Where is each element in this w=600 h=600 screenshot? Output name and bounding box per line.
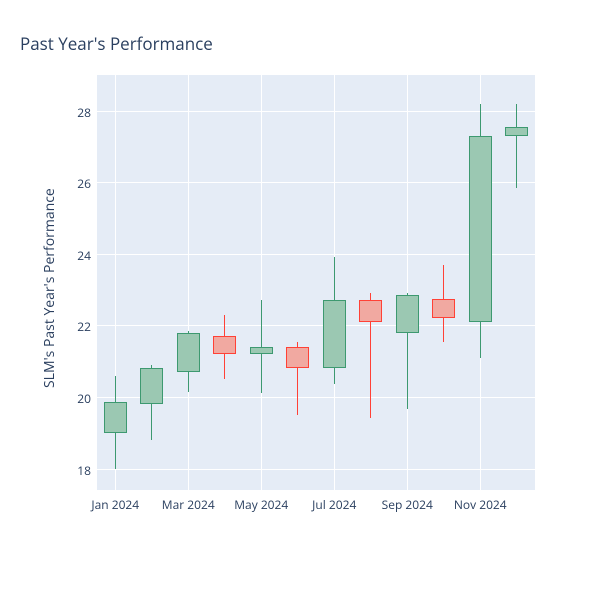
y-tick-label: 26 <box>61 175 91 192</box>
x-tick-label: Nov 2024 <box>454 496 507 513</box>
y-tick-label: 22 <box>61 318 91 335</box>
candle-down <box>359 300 382 321</box>
candle-down <box>286 347 309 368</box>
candle-down <box>432 299 455 319</box>
plot-area <box>97 75 535 490</box>
x-tick-label: Sep 2024 <box>382 496 433 513</box>
candle-up <box>104 402 127 432</box>
candle-wick <box>516 104 517 188</box>
gridline-h <box>97 469 535 470</box>
gridline-h <box>97 111 535 112</box>
y-tick-label: 20 <box>61 390 91 407</box>
y-tick-label: 18 <box>61 462 91 479</box>
candle-up <box>177 333 200 372</box>
gridline-v <box>261 75 262 490</box>
candlestick-chart: Past Year's Performance SLM's Past Year'… <box>0 0 600 600</box>
candle-up <box>469 136 492 322</box>
y-tick-label: 24 <box>61 247 91 264</box>
gridline-h <box>97 325 535 326</box>
candle-up <box>323 300 346 368</box>
gridline-v <box>407 75 408 490</box>
chart-title: Past Year's Performance <box>20 32 213 55</box>
x-tick-label: Jul 2024 <box>312 496 356 513</box>
x-tick-label: Mar 2024 <box>162 496 215 513</box>
candle-up <box>505 127 528 136</box>
candle-up <box>396 295 419 333</box>
y-axis-label: SLM's Past Year's Performance <box>40 188 59 388</box>
x-tick-label: May 2024 <box>234 496 288 513</box>
gridline-v <box>188 75 189 490</box>
candle-up <box>140 368 163 404</box>
candle-down <box>213 336 236 354</box>
y-tick-label: 28 <box>61 104 91 121</box>
candle-up <box>250 347 273 354</box>
x-tick-label: Jan 2024 <box>91 496 139 513</box>
